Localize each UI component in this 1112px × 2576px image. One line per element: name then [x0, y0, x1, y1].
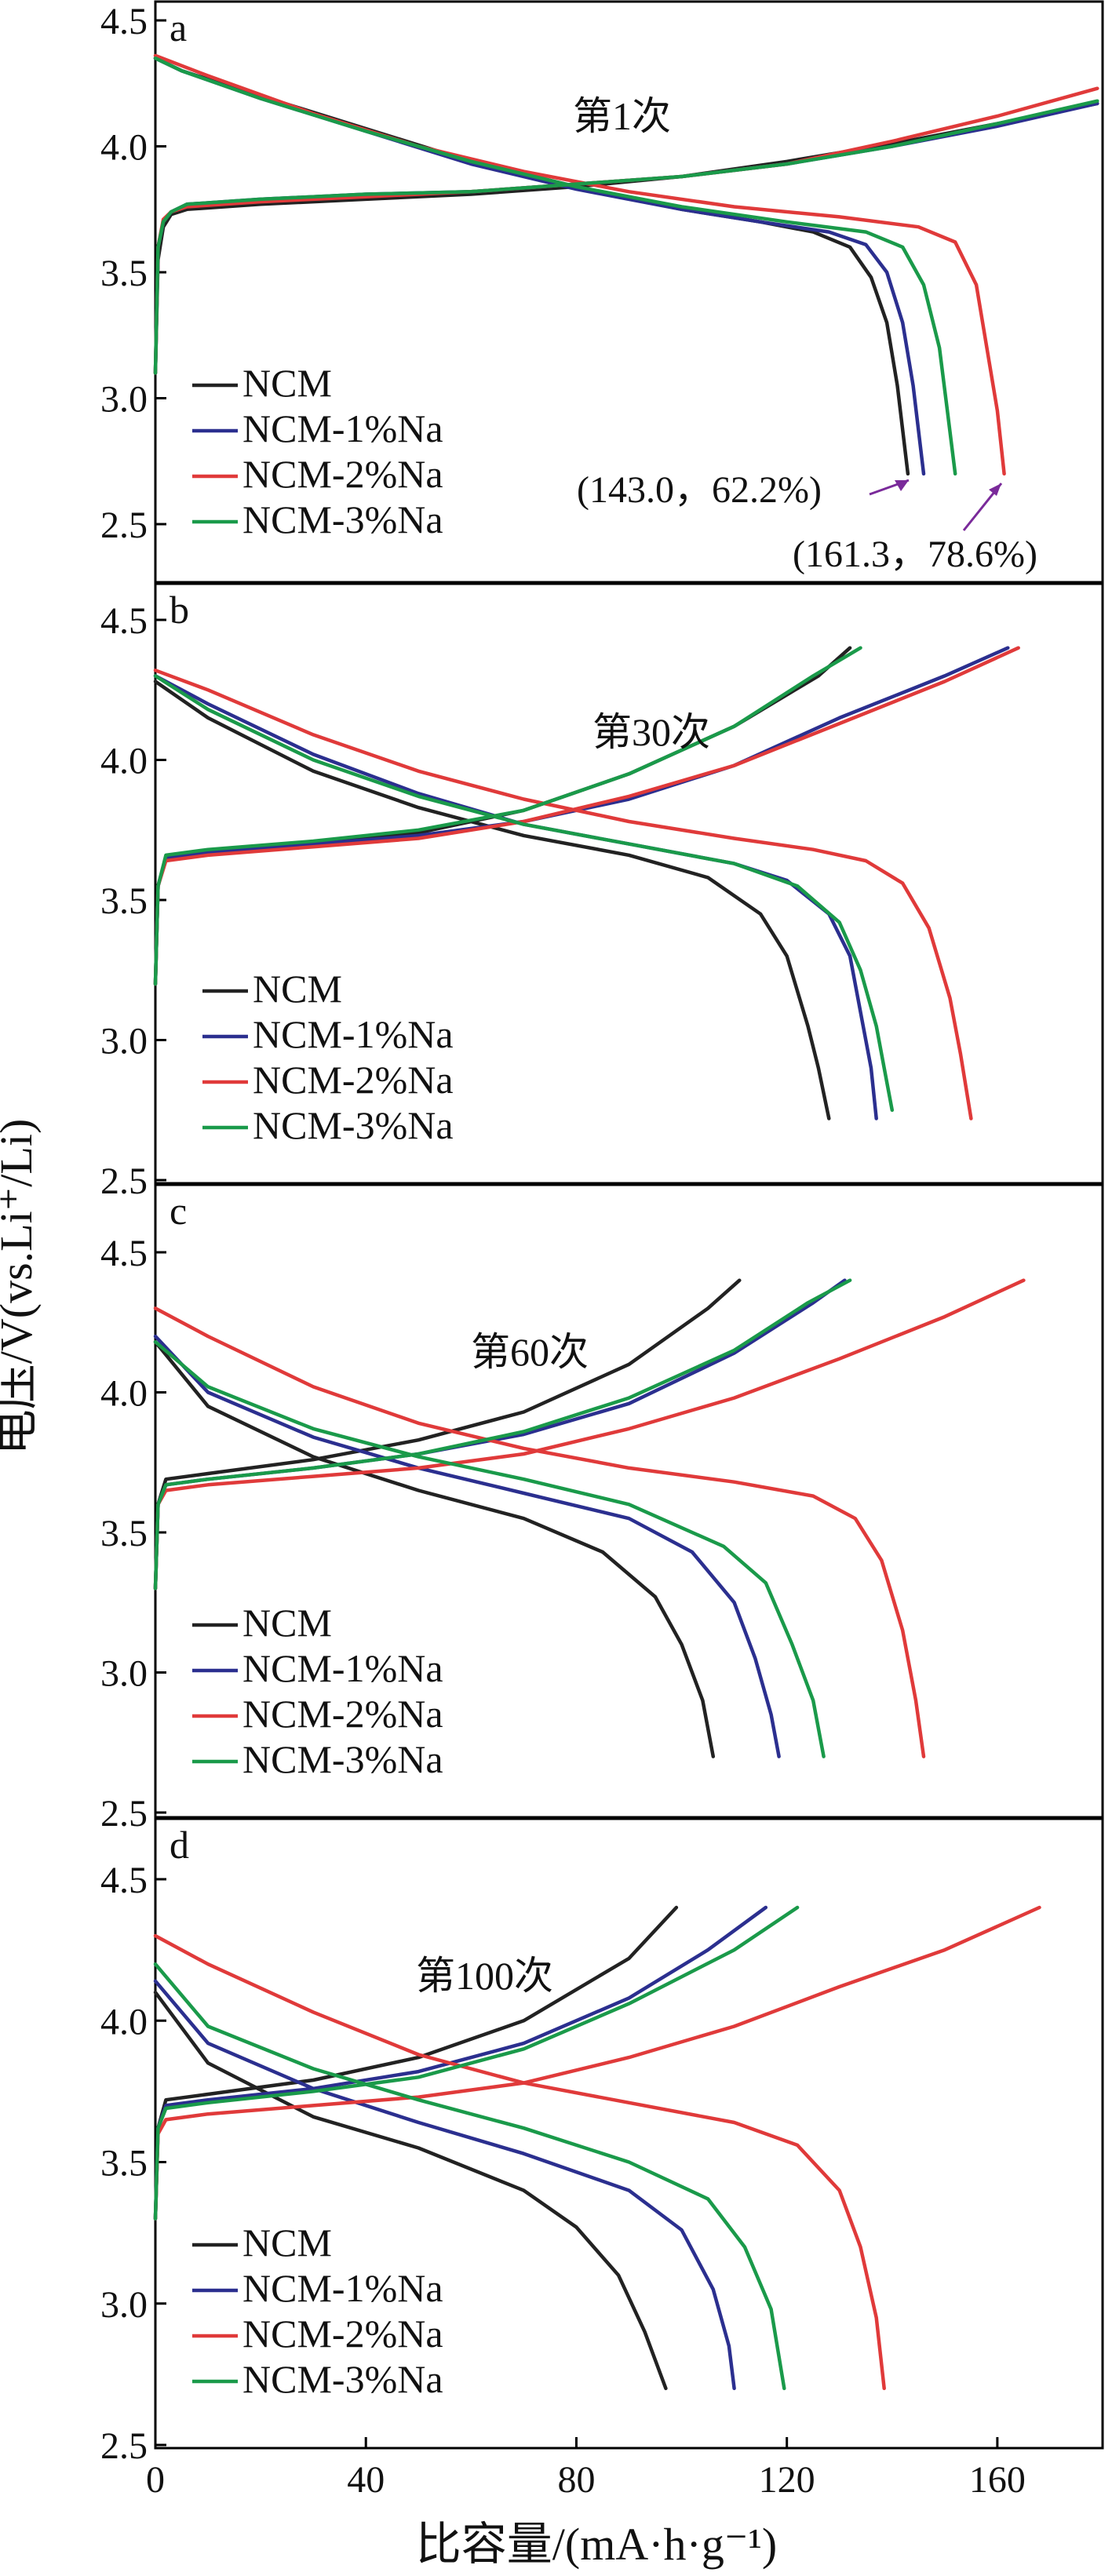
annotation-label: (161.3，78.6%) — [793, 534, 1037, 575]
x-tick-label: 160 — [969, 2459, 1026, 2501]
y-tick-label: 4.5 — [100, 1233, 148, 1274]
y-tick-label: 2.5 — [100, 1160, 148, 1202]
series-line-discharge — [153, 680, 831, 1120]
series-line-charge — [153, 1278, 742, 1590]
legend-entry: NCM-2%Na — [242, 1692, 443, 1736]
panel-letter: c — [170, 1189, 187, 1233]
series-line-charge — [153, 646, 1010, 986]
series-line-discharge — [153, 1979, 736, 2391]
y-tick-label: 4.5 — [100, 1860, 148, 1901]
legend-entry: NCM — [242, 1601, 332, 1645]
panel-frame — [154, 1817, 1104, 2450]
y-tick-label: 4.5 — [100, 600, 148, 642]
series-line-charge — [153, 1278, 847, 1590]
x-tick-label: 0 — [146, 2459, 165, 2501]
series-line-charge — [153, 646, 862, 986]
y-tick-label: 2.5 — [100, 2425, 148, 2467]
series-line-charge — [153, 101, 1099, 375]
curves-layer — [153, 53, 1099, 2391]
legend-entry: NCM-1%Na — [242, 2266, 443, 2310]
panel-cycle-title: 第30次 — [592, 710, 710, 754]
legend-entry: NCM-1%Na — [242, 406, 443, 450]
y-tick-label: 4.0 — [100, 2001, 148, 2042]
series-line-discharge — [153, 1962, 786, 2391]
legend-entry: NCM-1%Na — [253, 1012, 454, 1056]
legend-entry: NCM — [253, 967, 342, 1011]
text-layer: 2.53.03.54.04.5 a第1次NCMNCM-1%NaNCM-2%NaNC… — [100, 1, 1037, 2501]
series-line-discharge — [153, 1334, 781, 1758]
legend-entry: NCM-3%Na — [242, 1737, 443, 1781]
legend-entry: NCM-2%Na — [253, 1058, 454, 1102]
x-tick-label: 120 — [759, 2459, 815, 2501]
y-tick-label: 2.5 — [100, 505, 148, 546]
legend-entry: NCM-3%Na — [242, 497, 443, 541]
series-line-charge — [153, 101, 1099, 375]
legend-entry: NCM-2%Na — [242, 452, 443, 496]
y-tick-label: 3.5 — [100, 880, 148, 922]
panel-letter: a — [170, 5, 187, 49]
series-line-discharge — [153, 1933, 886, 2391]
annotation-arrowhead — [895, 480, 909, 491]
y-tick-label: 3.0 — [100, 1021, 148, 1062]
series-line-discharge — [153, 1306, 926, 1758]
x-tick-label: 80 — [557, 2459, 595, 2501]
legend-entry: NCM-2%Na — [242, 2312, 443, 2356]
series-line-discharge — [153, 1990, 668, 2391]
series-line-discharge — [153, 56, 957, 476]
axes-layer — [154, 0, 1104, 2450]
panel-letter: b — [170, 588, 189, 632]
legend-entry: NCM-3%Na — [242, 2357, 443, 2401]
y-tick-label: 2.5 — [100, 1793, 148, 1835]
y-tick-label: 4.0 — [100, 127, 148, 169]
panel-cycle-title: 第100次 — [416, 1954, 553, 1998]
annotation-arrowhead — [989, 483, 1001, 496]
series-line-charge — [153, 1278, 1026, 1590]
legend-entry: NCM — [242, 2221, 332, 2264]
panel-frame — [154, 582, 1104, 1185]
legend-entry: NCM-3%Na — [253, 1103, 454, 1147]
legend-entry: NCM-1%Na — [242, 1646, 443, 1690]
y-tick-label: 3.5 — [100, 1513, 148, 1554]
series-line-discharge — [153, 674, 895, 1113]
legend-entry: NCM — [242, 361, 332, 405]
y-tick-label: 4.0 — [100, 1373, 148, 1415]
y-tick-label: 3.0 — [100, 1653, 148, 1695]
x-axis-label: 比容量/(mA·h·g⁻¹) — [416, 2519, 777, 2570]
x-tick-label: 40 — [347, 2459, 385, 2501]
panel-cycle-title: 第60次 — [471, 1330, 589, 1374]
series-line-charge — [153, 1278, 852, 1590]
series-line-charge — [153, 1905, 1041, 2221]
series-line-discharge — [153, 669, 973, 1120]
series-line-discharge — [153, 1339, 716, 1758]
panel-cycle-title: 第1次 — [573, 94, 671, 138]
y-tick-label: 3.0 — [100, 2284, 148, 2326]
panel-letter: d — [170, 1823, 189, 1867]
annotation-label: (143.0，62.2%) — [577, 469, 822, 511]
panel-frame — [154, 1183, 1104, 1819]
y-tick-label: 4.0 — [100, 741, 148, 782]
y-tick-label: 3.5 — [100, 2143, 148, 2184]
y-axis-label: 电压/V(vs.Li⁺/Li) — [0, 1119, 42, 1456]
series-line-discharge — [153, 1339, 826, 1758]
y-tick-label: 3.0 — [100, 379, 148, 421]
series-line-charge — [153, 99, 1099, 375]
y-tick-label: 4.5 — [100, 1, 148, 42]
y-tick-label: 3.5 — [100, 253, 148, 294]
